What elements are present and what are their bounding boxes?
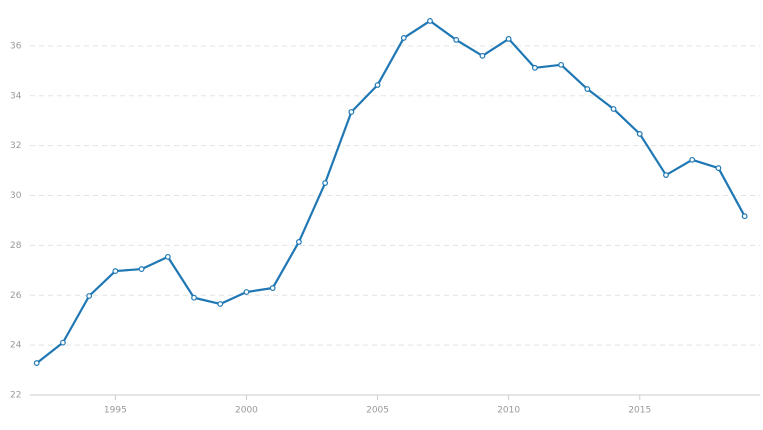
x-tick-label: 2000 <box>235 406 258 416</box>
point <box>243 289 250 295</box>
point <box>741 213 748 220</box>
point <box>348 109 355 115</box>
point <box>663 172 669 178</box>
point <box>400 35 407 41</box>
point <box>33 360 40 366</box>
line <box>36 19 746 364</box>
y-tick-label: 28 <box>10 241 22 251</box>
y-tick-label: 22 <box>10 391 21 401</box>
point <box>531 64 538 71</box>
point <box>689 156 696 163</box>
point <box>479 52 486 59</box>
point <box>217 301 224 307</box>
point <box>610 106 617 112</box>
point <box>112 268 119 274</box>
y-tick-label: 26 <box>10 291 22 301</box>
y-tick-label: 34 <box>10 91 22 101</box>
point <box>269 285 276 291</box>
point <box>505 36 512 42</box>
point <box>86 293 93 299</box>
x-tick-label: 2010 <box>497 406 520 416</box>
point <box>296 238 302 245</box>
point <box>60 339 66 346</box>
point <box>191 294 197 301</box>
y-tick-label: 36 <box>10 41 22 51</box>
point <box>584 86 591 92</box>
y-tick-label: 30 <box>10 191 22 201</box>
point <box>164 253 171 260</box>
x-tick-label: 2005 <box>366 406 389 416</box>
point <box>322 180 329 186</box>
point <box>374 82 381 88</box>
point <box>558 61 565 68</box>
point <box>138 266 145 272</box>
point <box>453 37 460 43</box>
y-tick-label: 32 <box>10 141 21 151</box>
point <box>427 18 433 24</box>
x-tick-label: 2015 <box>628 406 651 416</box>
y-tick-label: 24 <box>10 341 22 351</box>
point <box>715 165 722 171</box>
x-tick-label: 1995 <box>104 406 127 416</box>
point <box>636 131 643 137</box>
